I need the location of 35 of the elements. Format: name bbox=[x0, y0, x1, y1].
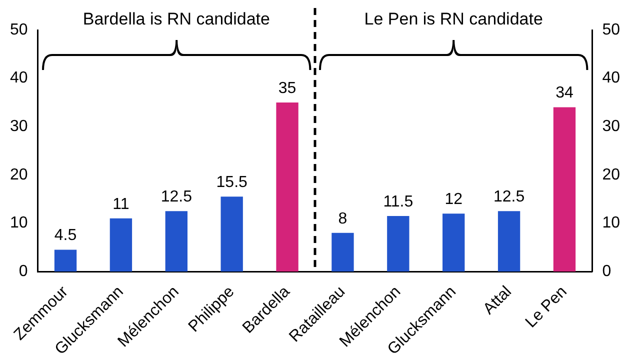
y2-tick-label: 10 bbox=[602, 214, 620, 232]
y-tick-label: 20 bbox=[10, 166, 28, 184]
data-label: 12.5 bbox=[160, 188, 192, 206]
data-label: 35 bbox=[278, 80, 296, 97]
bar bbox=[498, 211, 520, 272]
y-tick-label: 0 bbox=[18, 262, 28, 280]
y-tick-label: 40 bbox=[10, 70, 28, 87]
data-label: 12.5 bbox=[493, 188, 525, 206]
bar bbox=[442, 214, 465, 272]
bar bbox=[387, 216, 410, 272]
data-label: 4.5 bbox=[54, 227, 77, 244]
y-tick-label: 30 bbox=[10, 118, 28, 136]
y2-tick-label: 20 bbox=[602, 166, 620, 184]
bar bbox=[54, 250, 77, 272]
y2-tick-label: 50 bbox=[602, 21, 620, 38]
bar bbox=[332, 232, 354, 272]
data-label: 11 bbox=[112, 196, 130, 213]
y-tick-label: 50 bbox=[10, 21, 28, 38]
data-label: 8 bbox=[338, 210, 348, 228]
x-tick-label: Le Pen bbox=[522, 283, 570, 332]
data-label: 34 bbox=[556, 84, 574, 102]
y2-tick-label: 40 bbox=[602, 70, 620, 87]
bar bbox=[553, 107, 576, 272]
bar bbox=[110, 218, 132, 272]
y2-tick-label: 30 bbox=[602, 118, 620, 136]
data-label: 11.5 bbox=[383, 193, 414, 210]
text: Le Pen is RN candidate bbox=[364, 10, 543, 29]
data-label: 15.5 bbox=[216, 174, 248, 192]
bar bbox=[165, 211, 188, 272]
bar bbox=[220, 196, 243, 272]
bar bbox=[276, 102, 298, 272]
y2-tick-label: 0 bbox=[602, 262, 612, 280]
data-label: 12 bbox=[444, 190, 463, 208]
y-tick-label: 10 bbox=[10, 214, 28, 232]
text: Bardella is RN candidate bbox=[82, 10, 270, 29]
